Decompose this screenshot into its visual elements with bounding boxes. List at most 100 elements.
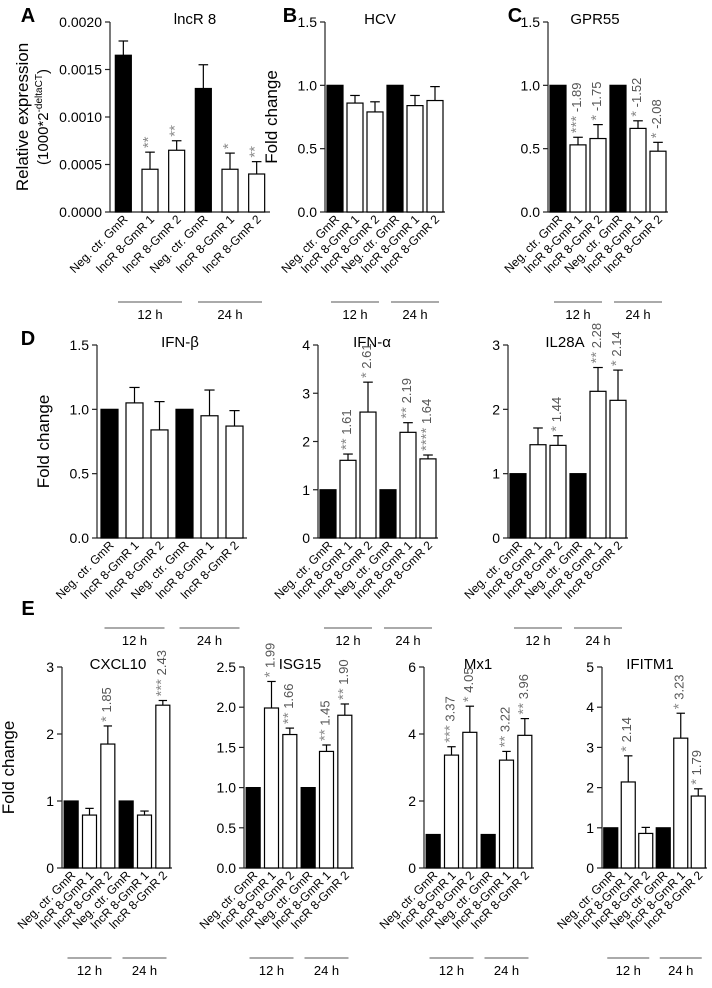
group-label: 24 h: [217, 307, 242, 322]
significance-label: * 4.05: [460, 667, 477, 702]
y-tick-label: 1: [586, 820, 594, 836]
bar-4: [569, 473, 587, 539]
bar-2: [620, 781, 636, 869]
y-tick-label: 3: [586, 739, 594, 755]
bar-1: [603, 827, 619, 869]
y-tick-label: 3: [46, 659, 54, 675]
significance-label: **: [247, 146, 264, 158]
bar-4: [480, 833, 496, 869]
y-tick-label: 0: [492, 530, 500, 546]
y-tick-label: 2.0: [217, 699, 237, 715]
bar-5: [318, 750, 335, 869]
bar-2: [443, 754, 460, 869]
bar-2: [263, 707, 280, 869]
y-tick-label: 4: [408, 726, 416, 742]
y-axis-label: Fold change: [34, 395, 53, 489]
group-label: 24 h: [668, 963, 693, 978]
bar-1: [100, 408, 119, 539]
bar-4: [194, 87, 212, 213]
significance-label: *: [220, 143, 237, 149]
y-tick-label: 0.0000: [59, 204, 102, 220]
significance-label: ** 1.45: [317, 700, 334, 741]
panel-letter: C: [508, 5, 522, 27]
group-label: 12 h: [439, 963, 464, 978]
bar-5: [629, 127, 647, 213]
chart-title: IFITM1: [626, 656, 674, 673]
chart-title: IFN-β: [161, 334, 199, 351]
panel-letter: A: [21, 5, 35, 27]
group-label: 24 h: [132, 963, 157, 978]
bar-6: [225, 425, 244, 539]
y-tick-label: 3: [492, 337, 500, 353]
y-tick-label: 0.5: [521, 141, 541, 157]
y-tick-label: 0: [408, 860, 416, 876]
y-tick-label: 4: [302, 337, 310, 353]
y-tick-label: 0.0: [521, 204, 541, 220]
significance-label: ** 1.61: [338, 409, 355, 450]
bar-5: [399, 431, 417, 539]
significance-label: * -2.08: [648, 99, 665, 138]
y-tick-label: 5: [586, 659, 594, 675]
group-label: 12 h: [335, 633, 360, 648]
y-tick-label: 0: [586, 860, 594, 876]
significance-label: * -1.52: [628, 78, 645, 117]
group-label: 12 h: [616, 963, 641, 978]
group-label: 12 h: [137, 307, 162, 322]
panel-letter: D: [21, 328, 35, 350]
y-tick-label: 1.0: [70, 401, 90, 417]
group-label: 24 h: [494, 963, 519, 978]
bar-2: [569, 144, 587, 213]
y-axis-label-sub: (1000*2-deltaCT): [34, 69, 52, 165]
significance-label: *** 3.37: [442, 696, 459, 742]
y-tick-label: 2: [46, 726, 54, 742]
chart-title: IL28A: [545, 334, 584, 351]
y-tick-label: 0.5: [217, 820, 237, 836]
significance-label: * -1.75: [588, 82, 605, 121]
y-tick-label: 0.0015: [59, 62, 102, 78]
y-tick-label: 2: [492, 401, 500, 417]
y-tick-label: 1: [302, 482, 310, 498]
group-label: 24 h: [197, 633, 222, 648]
y-tick-label: 0.0: [70, 530, 90, 546]
significance-label: ** 2.28: [588, 323, 605, 364]
y-tick-label: 2: [408, 793, 416, 809]
significance-label: * 1.44: [548, 397, 565, 432]
bar-3: [100, 743, 116, 869]
chart-title: lncR 8: [174, 11, 217, 28]
y-axis-label: Fold change: [262, 70, 281, 164]
chart-title: GPR55: [570, 11, 619, 28]
bar-1: [509, 473, 527, 539]
bar-5: [200, 415, 219, 539]
y-tick-label: 0.0: [217, 860, 237, 876]
bar-1: [549, 84, 567, 213]
bar-6: [517, 734, 533, 869]
bar-3: [359, 411, 377, 539]
panel-letter: B: [283, 5, 297, 27]
group-label: 12 h: [77, 963, 102, 978]
y-tick-label: 1.5: [70, 337, 90, 353]
bar-4: [300, 786, 316, 869]
bar-3: [549, 444, 567, 539]
y-tick-label: 1.0: [217, 780, 237, 796]
bar-6: [419, 458, 437, 539]
y-tick-label: 0.0010: [59, 109, 102, 125]
bar-5: [136, 814, 153, 869]
bar-3: [589, 137, 607, 213]
bar-1: [63, 800, 79, 869]
y-tick-label: 4: [586, 699, 594, 715]
bar-4: [379, 489, 397, 539]
y-tick-label: 0.0020: [59, 14, 102, 30]
y-tick-label: 1.5: [217, 739, 237, 755]
bar-5: [673, 737, 689, 869]
group-label: 12 h: [525, 633, 550, 648]
y-axis-label: Relative expression: [13, 43, 32, 191]
bar-2: [125, 402, 144, 539]
bar-2: [339, 459, 357, 539]
chart-title: Mx1: [464, 656, 492, 673]
significance-label: ** 3.96: [515, 674, 532, 715]
